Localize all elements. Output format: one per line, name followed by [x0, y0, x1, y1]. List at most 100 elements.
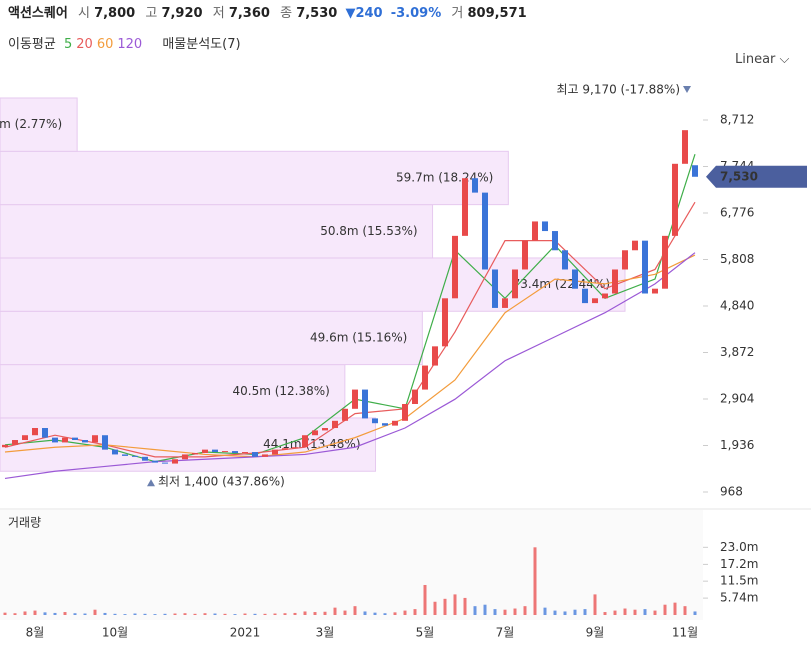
legend-title: 이동평균: [8, 37, 56, 52]
change-icon: ▼: [345, 6, 356, 21]
volume-bar: [113, 613, 117, 615]
volume-bar: [493, 609, 497, 615]
candle: [642, 240, 648, 294]
volume-bar: [153, 614, 157, 615]
profile-toggle[interactable]: 매물분석도(7): [162, 37, 241, 52]
candle: [632, 240, 638, 251]
candle: [82, 440, 88, 443]
volume-bar: [233, 614, 237, 615]
volume-bar: [363, 611, 367, 615]
candle: [202, 449, 208, 453]
candle: [42, 428, 48, 438]
profile-bar: [0, 204, 434, 259]
candle: [572, 269, 578, 289]
volume-bar: [563, 611, 567, 615]
candle: [672, 163, 678, 236]
candle: [122, 454, 128, 456]
volume-bar: [33, 610, 37, 615]
profile-label: 73.4m (22.44%): [513, 277, 610, 291]
volume-bar: [443, 598, 447, 615]
legend-entry[interactable]: 120: [117, 37, 143, 52]
y-tick-label: 5.74m: [720, 591, 758, 605]
candle: [52, 437, 58, 443]
y-tick-label: 23.0m: [720, 540, 758, 554]
volume-bar: [183, 613, 187, 615]
volume-bar: [93, 609, 97, 615]
volume-bar: [593, 594, 597, 615]
candle: [522, 240, 528, 270]
candle: [452, 235, 458, 299]
candle: [502, 298, 508, 308]
volume-bar: [573, 609, 577, 615]
y-tick-label: 17.2m: [720, 557, 758, 571]
ma-line: [4, 252, 696, 480]
volume-bar: [43, 612, 47, 615]
candle: [152, 460, 158, 463]
candle: [372, 418, 378, 424]
ma-line: [4, 201, 696, 458]
candle: [322, 428, 328, 431]
profile-label: 59.7m (18.24%): [396, 170, 493, 184]
y-tick-label: 968: [720, 485, 743, 499]
volume-bar: [303, 611, 307, 615]
volume-bar: [403, 610, 407, 615]
candle: [582, 288, 588, 304]
y-tick-label: 11.5m: [720, 574, 758, 588]
candle: [382, 423, 388, 426]
x-tick-label: 9월: [586, 626, 605, 640]
volume-bar: [73, 613, 77, 615]
volume-bar: [143, 613, 147, 615]
candle: [142, 456, 148, 461]
y-tick-label: 1,936: [720, 438, 754, 452]
volume-label: 거: [451, 6, 464, 21]
candle: [692, 165, 698, 177]
volume-bar: [693, 611, 697, 615]
volume-bar: [383, 613, 387, 615]
volume-value: 809,571: [467, 6, 527, 21]
volume-bar: [53, 612, 57, 615]
volume-bar: [333, 607, 337, 615]
x-tick-label: 2021: [230, 626, 261, 640]
legend-entry[interactable]: 20: [76, 37, 93, 52]
candle: [232, 451, 238, 453]
low-value: 7,360: [228, 6, 270, 21]
candle: [2, 444, 8, 448]
candle: [112, 449, 118, 455]
legend-entry[interactable]: 60: [96, 37, 114, 52]
volume-bar: [513, 608, 517, 615]
price-tag-label: 7,530: [720, 169, 758, 183]
volume-bar: [433, 601, 437, 615]
profile-label: 40.5m (12.38%): [233, 384, 330, 398]
volume-bar: [673, 602, 677, 615]
candle: [32, 428, 38, 436]
candle: [162, 462, 168, 464]
candle: [22, 435, 28, 441]
price-tag: [706, 165, 807, 188]
volume-bar: [483, 604, 487, 615]
candle: [212, 449, 218, 453]
candle: [132, 455, 138, 457]
volume-bar: [353, 606, 357, 615]
volume-bar: [463, 597, 467, 615]
volume-bar: [23, 611, 27, 615]
candle: [512, 269, 518, 299]
open-value: 7,800: [94, 6, 136, 21]
volume-pane: [0, 510, 703, 620]
volume-bar: [533, 547, 537, 615]
candle: [402, 403, 408, 421]
legend-entry[interactable]: 5: [63, 37, 73, 52]
x-tick-label: 8월: [26, 626, 45, 640]
volume-bar: [223, 613, 227, 615]
volume-bar: [323, 611, 327, 615]
high-value: 7,920: [161, 6, 203, 21]
candle: [332, 420, 338, 429]
profile-label: 50.8m (15.53%): [320, 224, 417, 238]
candle: [652, 288, 658, 294]
scale-menu[interactable]: Linear ⌵: [735, 52, 789, 67]
volume-bar: [103, 612, 107, 615]
volume-bar: [663, 604, 667, 615]
change: 240: [355, 6, 383, 21]
volume-bar: [313, 612, 317, 615]
profile-bar: [0, 150, 509, 206]
